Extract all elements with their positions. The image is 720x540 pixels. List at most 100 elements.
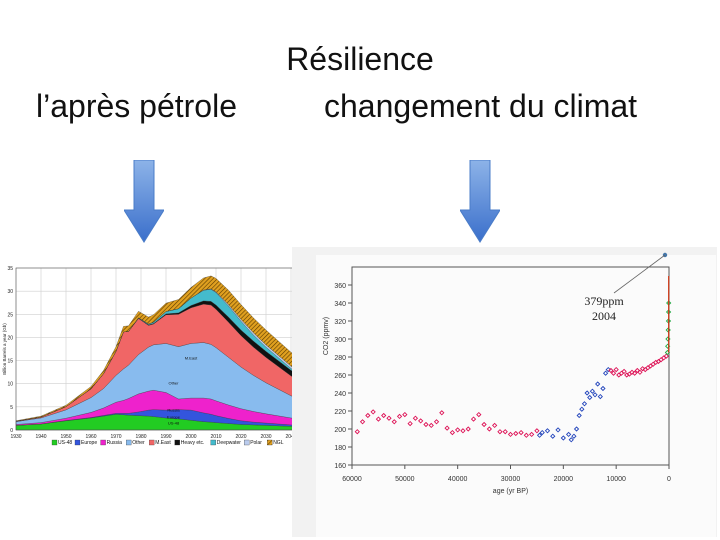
x-tick-label: 20000 [554,476,574,483]
y-tick-label: 25 [7,312,13,318]
legend-swatch [149,439,155,446]
data-point [523,432,529,438]
y-tick-label: 240 [334,391,346,398]
data-point [513,430,519,437]
data-point [536,432,543,438]
y-tick-label: 0 [10,428,13,434]
x-tick-label: 50000 [395,476,415,483]
data-point [610,370,617,376]
area-annotation: Russia [167,407,180,412]
data-point [589,388,596,394]
y-tick-label: 5 [10,405,13,411]
oil-production-chart: 1930 1940 1950 1960 1970 1980 1990 2000 2010 2020… [0,258,322,456]
data-point [632,370,638,376]
x-tick-label: 30000 [501,476,521,483]
data-point [555,427,561,433]
area-annotation: M.East [185,356,198,361]
data-point [544,428,551,434]
x-tick-label: 2000 [185,434,196,440]
x-tick-label: 1990 [160,434,171,440]
data-point [560,435,566,441]
x-axis-label: age (yr BP) [493,488,528,495]
x-tick-label: 40000 [448,476,468,483]
data-point [481,421,487,428]
data-point [444,425,450,431]
data-point [571,433,577,439]
data-point [597,393,603,400]
legend-swatch [74,439,81,446]
legend-swatch [100,439,106,446]
y-tick-label: 340 [334,301,346,308]
data-point [600,385,606,392]
x-tick-label: 2010 [210,434,221,440]
y-tick-label: 15 [7,359,13,365]
data-point [565,431,572,438]
data-point [592,392,598,398]
data-point [381,412,387,419]
y-tick-label: 300 [334,337,346,344]
legend-swatch [210,439,216,446]
left-heading: l’après pétrole [36,88,237,124]
legend-label: Deepwater [217,440,242,446]
annotation-leader [613,254,666,294]
data-point [639,366,646,372]
data-point [486,426,493,432]
x-tick-label: 1940 [35,434,46,440]
y-axis-label: CO2 (ppmv) [323,317,330,355]
right-heading: changement du climat [324,88,638,124]
legend-swatch [126,439,132,446]
data-point [470,416,477,422]
area-annotation: Europe [167,414,181,419]
data-point [407,420,413,427]
y-tick-label: 10 [7,382,13,388]
y-tick-label: 360 [334,283,346,290]
data-point [455,427,461,433]
data-point [573,426,580,432]
x-tick-label: 10000 [606,476,626,483]
data-point [584,390,590,396]
legend-label: NGL [273,440,284,446]
data-point [663,353,669,359]
legend-swatch [267,439,273,446]
data-point [428,422,434,429]
data-point [497,429,503,435]
legend-swatch [51,439,58,446]
data-point [386,415,392,421]
data-point [605,366,611,373]
legend-swatch [244,439,250,446]
x-tick-label: 2020 [235,434,246,440]
data-point [608,367,614,374]
x-tick-label: 60000 [342,476,362,483]
annotation-year: 2004 [592,309,616,323]
y-tick-label: 30 [7,289,13,295]
legend-label: Polar [250,440,262,446]
data-point [595,381,601,387]
data-point [476,411,482,418]
data-point [637,369,643,375]
y-tick-label: 35 [7,266,13,272]
data-point [449,429,456,436]
co2-concentration-chart: 60000 50000 40000 30000 20000 10000 0 160 180 200… [292,247,717,537]
data-point [418,418,424,424]
x-tick-label: 2040 [285,434,296,440]
data-point [539,429,545,436]
down-arrow-icon [460,160,500,243]
x-tick-label: 1970 [110,434,121,440]
legend-label: Heavy etc. [181,440,205,446]
y-tick-label: 220 [334,409,346,416]
legend-label: Europe [81,440,97,446]
data-point [370,409,376,415]
data-point [354,429,360,435]
data-point [634,367,640,374]
x-tick-label: 0 [667,476,671,483]
data-point [412,415,419,421]
data-point [423,421,429,428]
legend-label: Other [132,440,145,446]
y-tick-label: 280 [334,355,346,362]
y-tick-label: 260 [334,373,346,380]
data-point [621,368,627,375]
x-tick-label: 2030 [260,434,271,440]
y-tick-label: 160 [334,463,346,470]
data-point [391,419,397,425]
down-arrow-icon [124,160,164,243]
